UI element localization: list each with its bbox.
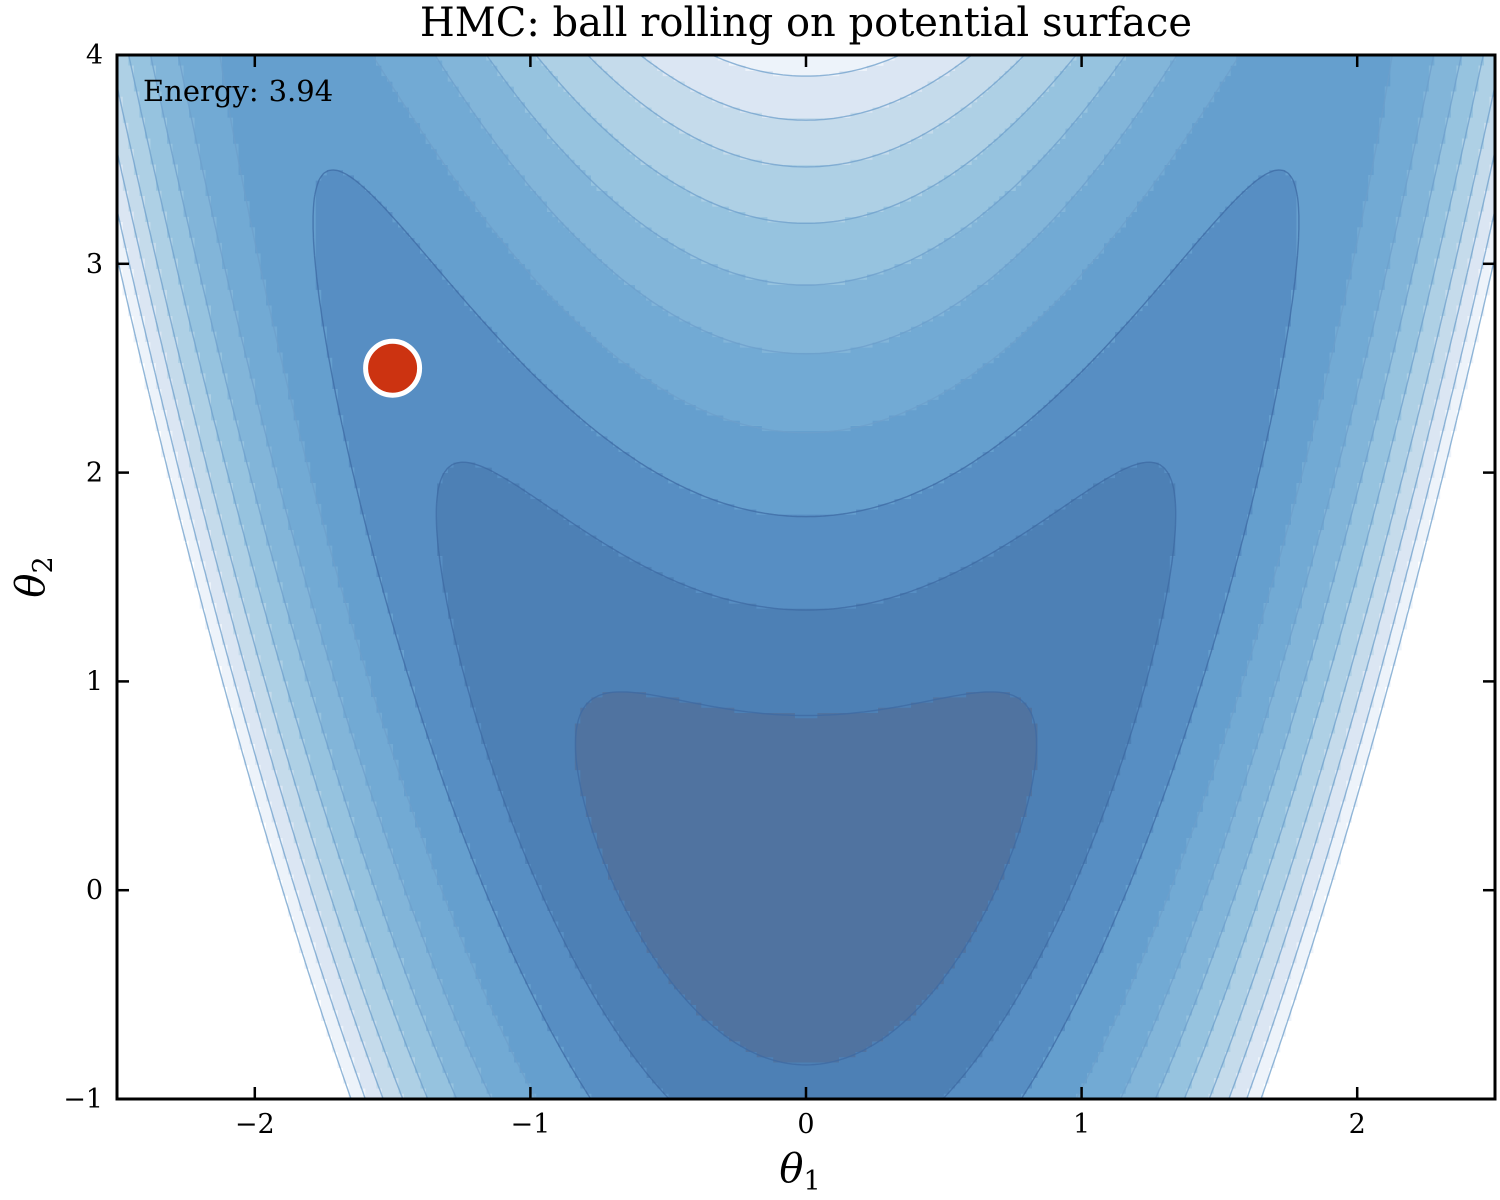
contour-line-8	[117, 55, 1495, 1099]
x-tick-label: 2	[1349, 1109, 1366, 1140]
contour-band-7	[128, 55, 1485, 1099]
contour-line-2	[435, 461, 1177, 1099]
x-tick-label: −1	[510, 1109, 550, 1140]
x-axis-symbol: θ	[779, 1146, 803, 1192]
energy-label: Energy:	[143, 74, 259, 108]
y-tick-label: 2	[86, 458, 103, 489]
x-tick-label: 1	[1073, 1109, 1090, 1140]
contour-line-7	[128, 55, 1484, 1099]
contour-band-1	[574, 691, 1038, 1063]
ball-layer	[363, 338, 423, 398]
y-tick-label: 3	[86, 249, 103, 280]
x-axis-label: θ1	[779, 1146, 820, 1197]
contour-line-3	[312, 169, 1300, 1099]
contour-line-layer	[117, 55, 1495, 1099]
contour-line-1	[574, 691, 1038, 1066]
energy-value: 3.94	[269, 74, 334, 108]
y-axis-subscript: 2	[28, 556, 59, 573]
chart-title: HMC: ball rolling on potential surface	[420, 0, 1192, 46]
y-tick-label: −1	[63, 1084, 103, 1115]
contour-line-6	[149, 55, 1463, 1099]
contour-band-2	[436, 462, 1176, 1099]
contour-band-3	[315, 169, 1297, 1099]
energy-annotation: Energy: 3.94	[143, 74, 333, 108]
tick-layer: −2 −1 0 1 2 −1 0 1 2 3 4	[63, 40, 1495, 1140]
x-axis-subscript: 1	[803, 1166, 820, 1197]
y-axis-label: θ2	[8, 556, 59, 597]
contour-line-11	[117, 256, 1495, 1099]
x-tick-label: −2	[235, 1109, 275, 1140]
y-axis-symbol: θ	[8, 574, 54, 598]
ball-marker	[363, 338, 423, 398]
x-tick-label: 0	[797, 1109, 814, 1140]
contour-layer	[117, 55, 1495, 1099]
y-tick-label: 4	[86, 40, 103, 71]
contour-band-4	[221, 55, 1391, 1099]
contour-line-10	[117, 55, 1495, 1099]
contour-line-4	[219, 55, 1393, 1099]
contour-line-5	[177, 55, 1435, 1099]
contour-line-9	[117, 55, 1495, 1099]
y-tick-label: 0	[86, 875, 103, 906]
y-tick-label: 1	[86, 666, 103, 697]
